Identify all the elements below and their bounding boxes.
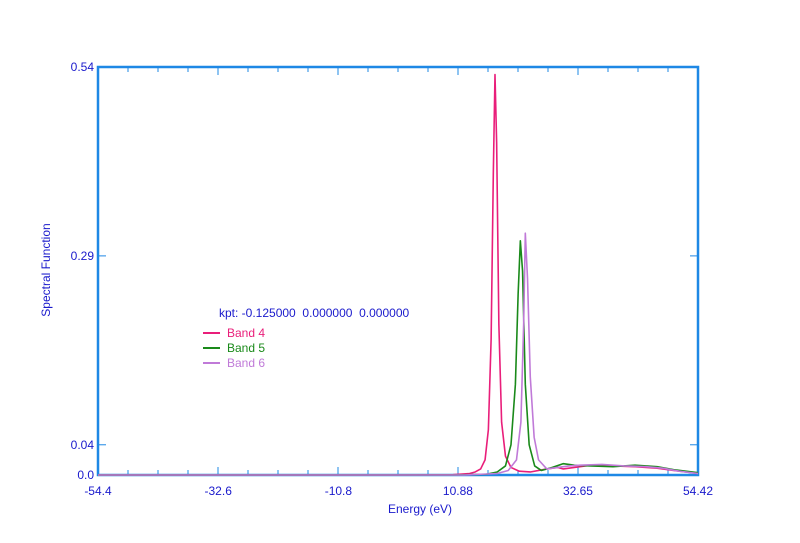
- series-line-band-6: [98, 232, 699, 476]
- x-axis-title: Energy (eV): [388, 502, 452, 516]
- axis-ticks: [97, 66, 699, 476]
- series-line-band-4: [98, 73, 699, 476]
- x-tick-label: -54.4: [84, 484, 112, 498]
- legend: kpt: -0.125000 0.000000 0.000000 Band 4B…: [203, 306, 409, 370]
- x-tick-label: -32.6: [205, 484, 233, 498]
- series-lines: [98, 73, 699, 476]
- y-tick-label: 0.29: [71, 249, 95, 263]
- x-tick-label: 32.65: [563, 484, 593, 498]
- x-tick-label: 10.88: [443, 484, 473, 498]
- tick-labels: -54.4 -32.6 -10.8 10.88 32.65 54.42 0.0 0.04 0.2…: [71, 60, 714, 498]
- series-line-band-5: [98, 239, 699, 476]
- legend-title: kpt: -0.125000 0.000000 0.000000: [219, 306, 409, 320]
- x-tick-label: 54.42: [683, 484, 713, 498]
- legend-label: Band 5: [227, 341, 265, 355]
- y-tick-label: 0.04: [71, 438, 95, 452]
- plot-frame: [96, 65, 700, 477]
- y-axis-title: Spectral Function: [39, 223, 53, 316]
- y-tick-label: 0.54: [71, 60, 95, 74]
- legend-label: Band 4: [227, 326, 265, 340]
- legend-label: Band 6: [227, 356, 265, 370]
- x-tick-label: -10.8: [325, 484, 353, 498]
- y-tick-label: 0.0: [77, 468, 94, 482]
